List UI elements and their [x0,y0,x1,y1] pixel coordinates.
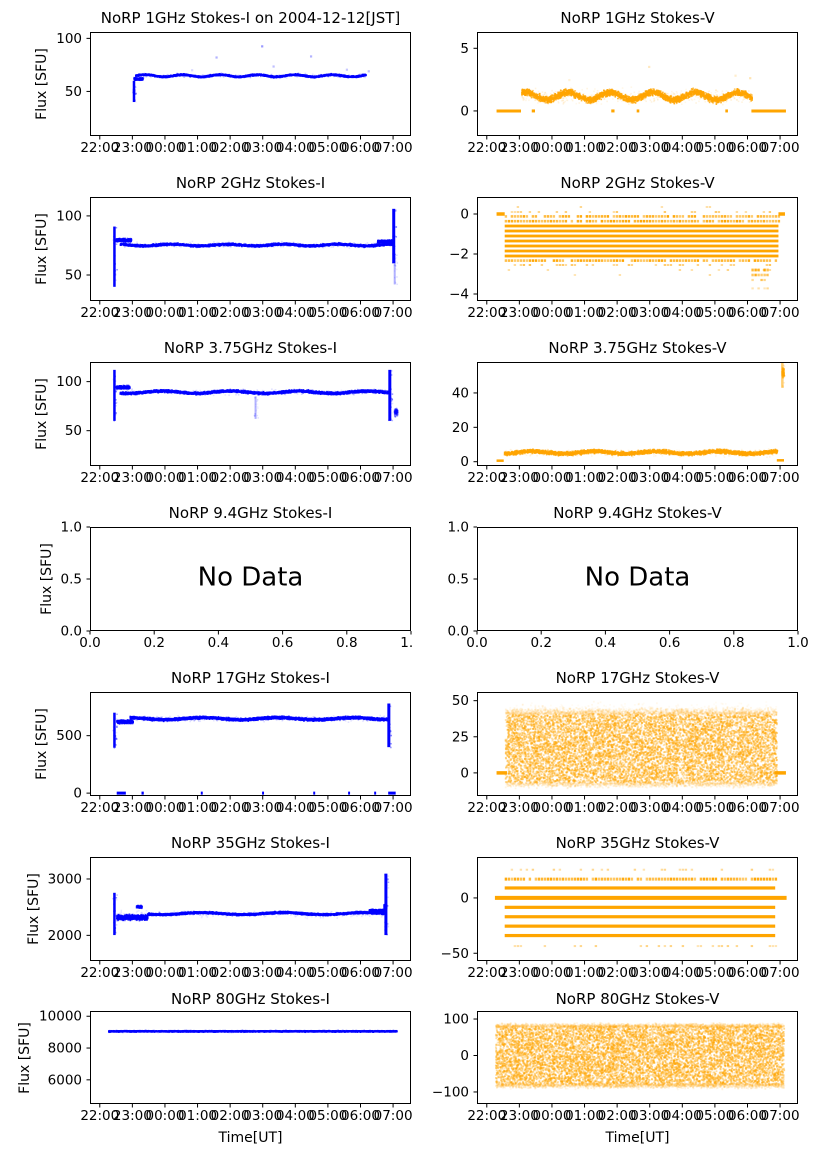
no-data-label: No Data [197,562,304,593]
subplot-12: NoRP 80GHz Stokes-I Flux [SFU] Time[UT] [0,990,413,1169]
plot-canvas [0,165,413,330]
plot-canvas [0,330,413,495]
plot-canvas [0,660,413,825]
x-axis-label: Time[UT] [218,1130,283,1146]
subplot-4: NoRP 3.75GHz Stokes-I Flux [SFU] [0,330,413,495]
subplot-title: NoRP 3.75GHz Stokes-I [163,339,338,357]
plot-canvas [413,495,827,660]
plot-canvas [0,825,413,990]
subplot-0: NoRP 1GHz Stokes-I on 2004-12-12[JST] Fl… [0,0,413,165]
no-data-label: No Data [584,562,691,593]
subplot-title: NoRP 1GHz Stokes-I on 2004-12-12[JST] [100,9,401,27]
plot-canvas [413,825,827,990]
subplot-title: NoRP 17GHz Stokes-V [555,669,720,687]
subplot-title: NoRP 1GHz Stokes-V [560,9,715,27]
plot-canvas [0,0,413,165]
plot-canvas [413,0,827,165]
plot-canvas [0,495,413,660]
subplot-10: NoRP 35GHz Stokes-I Flux [SFU] [0,825,413,990]
subplot-title: NoRP 9.4GHz Stokes-V [553,504,722,522]
plot-canvas [413,990,827,1169]
subplot-2: NoRP 2GHz Stokes-I Flux [SFU] [0,165,413,330]
y-axis-label: Flux [SFU] [34,378,51,450]
subplot-13: NoRP 80GHz Stokes-V Time[UT] [413,990,827,1169]
y-axis-label: Flux [SFU] [34,708,51,780]
plot-canvas [0,990,413,1169]
subplot-title: NoRP 2GHz Stokes-I [175,174,326,192]
subplot-title: NoRP 9.4GHz Stokes-I [168,504,333,522]
subplot-7: NoRP 9.4GHz Stokes-V No Data [413,495,827,660]
plot-canvas [413,660,827,825]
x-axis-label: Time[UT] [605,1130,670,1146]
subplot-title: NoRP 80GHz Stokes-V [555,990,720,1008]
plot-canvas [413,330,827,495]
subplot-title: NoRP 17GHz Stokes-I [171,669,330,687]
subplot-11: NoRP 35GHz Stokes-V [413,825,827,990]
subplot-title: NoRP 35GHz Stokes-V [555,834,720,852]
subplot-1: NoRP 1GHz Stokes-V [413,0,827,165]
subplot-6: NoRP 9.4GHz Stokes-I Flux [SFU] No Data [0,495,413,660]
subplot-8: NoRP 17GHz Stokes-I Flux [SFU] [0,660,413,825]
y-axis-label: Flux [SFU] [17,1021,34,1094]
y-axis-label: Flux [SFU] [34,213,51,285]
subplot-title: NoRP 35GHz Stokes-I [171,834,330,852]
y-axis-label: Flux [SFU] [25,873,42,945]
subplot-title: NoRP 3.75GHz Stokes-V [548,339,727,357]
y-axis-label: Flux [SFU] [34,48,51,120]
plot-canvas [413,165,827,330]
y-axis-label: Flux [SFU] [38,543,55,615]
subplot-3: NoRP 2GHz Stokes-V [413,165,827,330]
subplot-title: NoRP 80GHz Stokes-I [171,990,330,1008]
subplot-5: NoRP 3.75GHz Stokes-V [413,330,827,495]
subplot-9: NoRP 17GHz Stokes-V [413,660,827,825]
subplot-title: NoRP 2GHz Stokes-V [560,174,715,192]
